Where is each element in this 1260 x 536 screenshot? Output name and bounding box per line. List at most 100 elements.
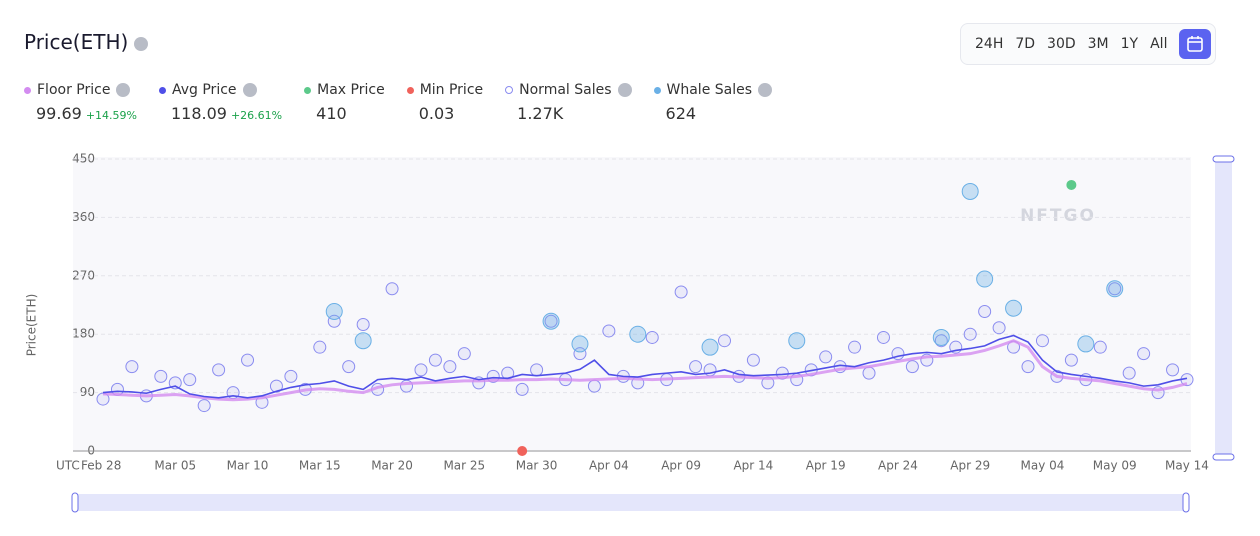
- sale-point: [96, 392, 110, 406]
- info-icon[interactable]: [758, 83, 773, 97]
- sale-point: [414, 363, 428, 377]
- stat: Max Price 410: [304, 82, 385, 123]
- calendar-icon: [1187, 36, 1204, 52]
- price-line: [102, 339, 1188, 402]
- legend-label: Max Price: [317, 82, 385, 98]
- sale-point: [443, 360, 457, 374]
- sale-point: [515, 382, 529, 396]
- range-button[interactable]: 24H: [975, 36, 1004, 52]
- whale-point: [1106, 280, 1124, 298]
- sale-point: [125, 360, 139, 374]
- whale-point: [629, 325, 647, 343]
- stat-name: Whale Sales: [653, 82, 773, 98]
- x-tick-label: Apr 14: [733, 459, 773, 473]
- y-zoom-slider[interactable]: [1215, 159, 1232, 457]
- x-tick-label: Apr 19: [806, 459, 846, 473]
- stat-value: 118.09 +26.61%: [171, 104, 282, 123]
- sale-point: [1122, 366, 1136, 380]
- sale-point: [1166, 363, 1180, 377]
- sale-point: [313, 340, 327, 354]
- stat: Whale Sales 624: [653, 82, 773, 123]
- legend-label: Floor Price: [37, 82, 111, 98]
- stat-name: Floor Price: [24, 82, 137, 98]
- stat-value: 624: [666, 104, 773, 123]
- plot-background: [73, 157, 1191, 452]
- x-zoom-slider[interactable]: [75, 494, 1187, 511]
- x-tick-label: Mar 30: [516, 459, 558, 473]
- stat: Min Price 0.03: [406, 82, 484, 123]
- stat: Floor Price 99.69 +14.59%: [24, 82, 137, 123]
- info-icon[interactable]: [134, 36, 149, 51]
- sale-point: [717, 334, 731, 348]
- sale-point: [689, 360, 703, 374]
- panel-title: Price(ETH): [24, 30, 149, 54]
- sale-point: [530, 363, 544, 377]
- sale-point: [1064, 353, 1078, 367]
- stat-number: 410: [316, 104, 347, 123]
- sale-point: [1137, 347, 1151, 361]
- x-tick-label: Mar 20: [371, 459, 413, 473]
- sale-point: [1021, 360, 1035, 374]
- sale-point: [457, 347, 471, 361]
- info-icon[interactable]: [617, 83, 632, 97]
- extreme-point: [1066, 179, 1077, 190]
- legend-marker: [406, 86, 414, 94]
- y-zoom-handle[interactable]: [1212, 155, 1235, 163]
- stat-number: 0.03: [418, 104, 455, 123]
- legend-label: Min Price: [419, 82, 484, 98]
- x-zoom-handle[interactable]: [1182, 492, 1190, 513]
- stat-number: 624: [665, 104, 697, 123]
- stat-number: 1.27K: [517, 104, 564, 123]
- sale-point: [428, 353, 442, 367]
- legend-label: Avg Price: [171, 82, 237, 98]
- x-tick-label: Mar 15: [299, 459, 341, 473]
- info-icon[interactable]: [116, 83, 131, 97]
- x-zoom-handle[interactable]: [71, 492, 79, 513]
- sale-point: [327, 314, 341, 328]
- range-selector: 24H 7D 30D 3M 1Y All: [960, 23, 1217, 65]
- range-button[interactable]: 30D: [1047, 36, 1076, 52]
- sale-point: [154, 369, 168, 383]
- x-tick-label: Feb 28: [81, 459, 121, 473]
- stat-name: Max Price: [304, 82, 385, 98]
- range-button[interactable]: 3M: [1087, 36, 1109, 52]
- title-text: Price(ETH): [24, 30, 129, 54]
- sale-point: [934, 334, 948, 348]
- stat: Avg Price 118.09 +26.61%: [158, 82, 282, 123]
- stat-number: 118.09: [170, 104, 227, 123]
- sale-point: [212, 363, 226, 377]
- x-axis-label: UTC: [56, 459, 80, 473]
- sale-point: [544, 314, 558, 328]
- stat-value: 0.03: [419, 104, 483, 123]
- whale-point: [325, 302, 343, 320]
- sale-point: [862, 366, 876, 380]
- info-icon[interactable]: [242, 83, 257, 97]
- range-button[interactable]: 1Y: [1120, 36, 1139, 52]
- x-tick-label: May 04: [1021, 459, 1065, 473]
- calendar-button[interactable]: [1179, 29, 1212, 59]
- stat-value: 1.27K: [517, 104, 631, 123]
- whale-point: [542, 312, 560, 330]
- price-line: [102, 334, 1188, 399]
- x-tick-label: Apr 09: [661, 459, 701, 473]
- y-zoom-handle[interactable]: [1212, 453, 1235, 461]
- sale-point: [573, 347, 587, 361]
- sale-point: [819, 350, 833, 364]
- whale-point: [1005, 299, 1023, 317]
- sale-point: [342, 360, 356, 374]
- x-tick-label: Mar 05: [154, 459, 196, 473]
- whale-point: [961, 182, 979, 200]
- sale-point: [241, 353, 255, 367]
- sale-point: [1093, 340, 1107, 354]
- stat-name: Normal Sales: [505, 82, 632, 98]
- sale-point: [674, 285, 688, 299]
- range-button[interactable]: 7D: [1015, 36, 1036, 52]
- x-tick-label: Apr 04: [589, 459, 629, 473]
- sale-point: [356, 317, 370, 331]
- legend-marker: [653, 86, 661, 94]
- range-button[interactable]: All: [1150, 36, 1168, 52]
- stat-name: Avg Price: [158, 82, 282, 98]
- whale-point: [1077, 335, 1095, 353]
